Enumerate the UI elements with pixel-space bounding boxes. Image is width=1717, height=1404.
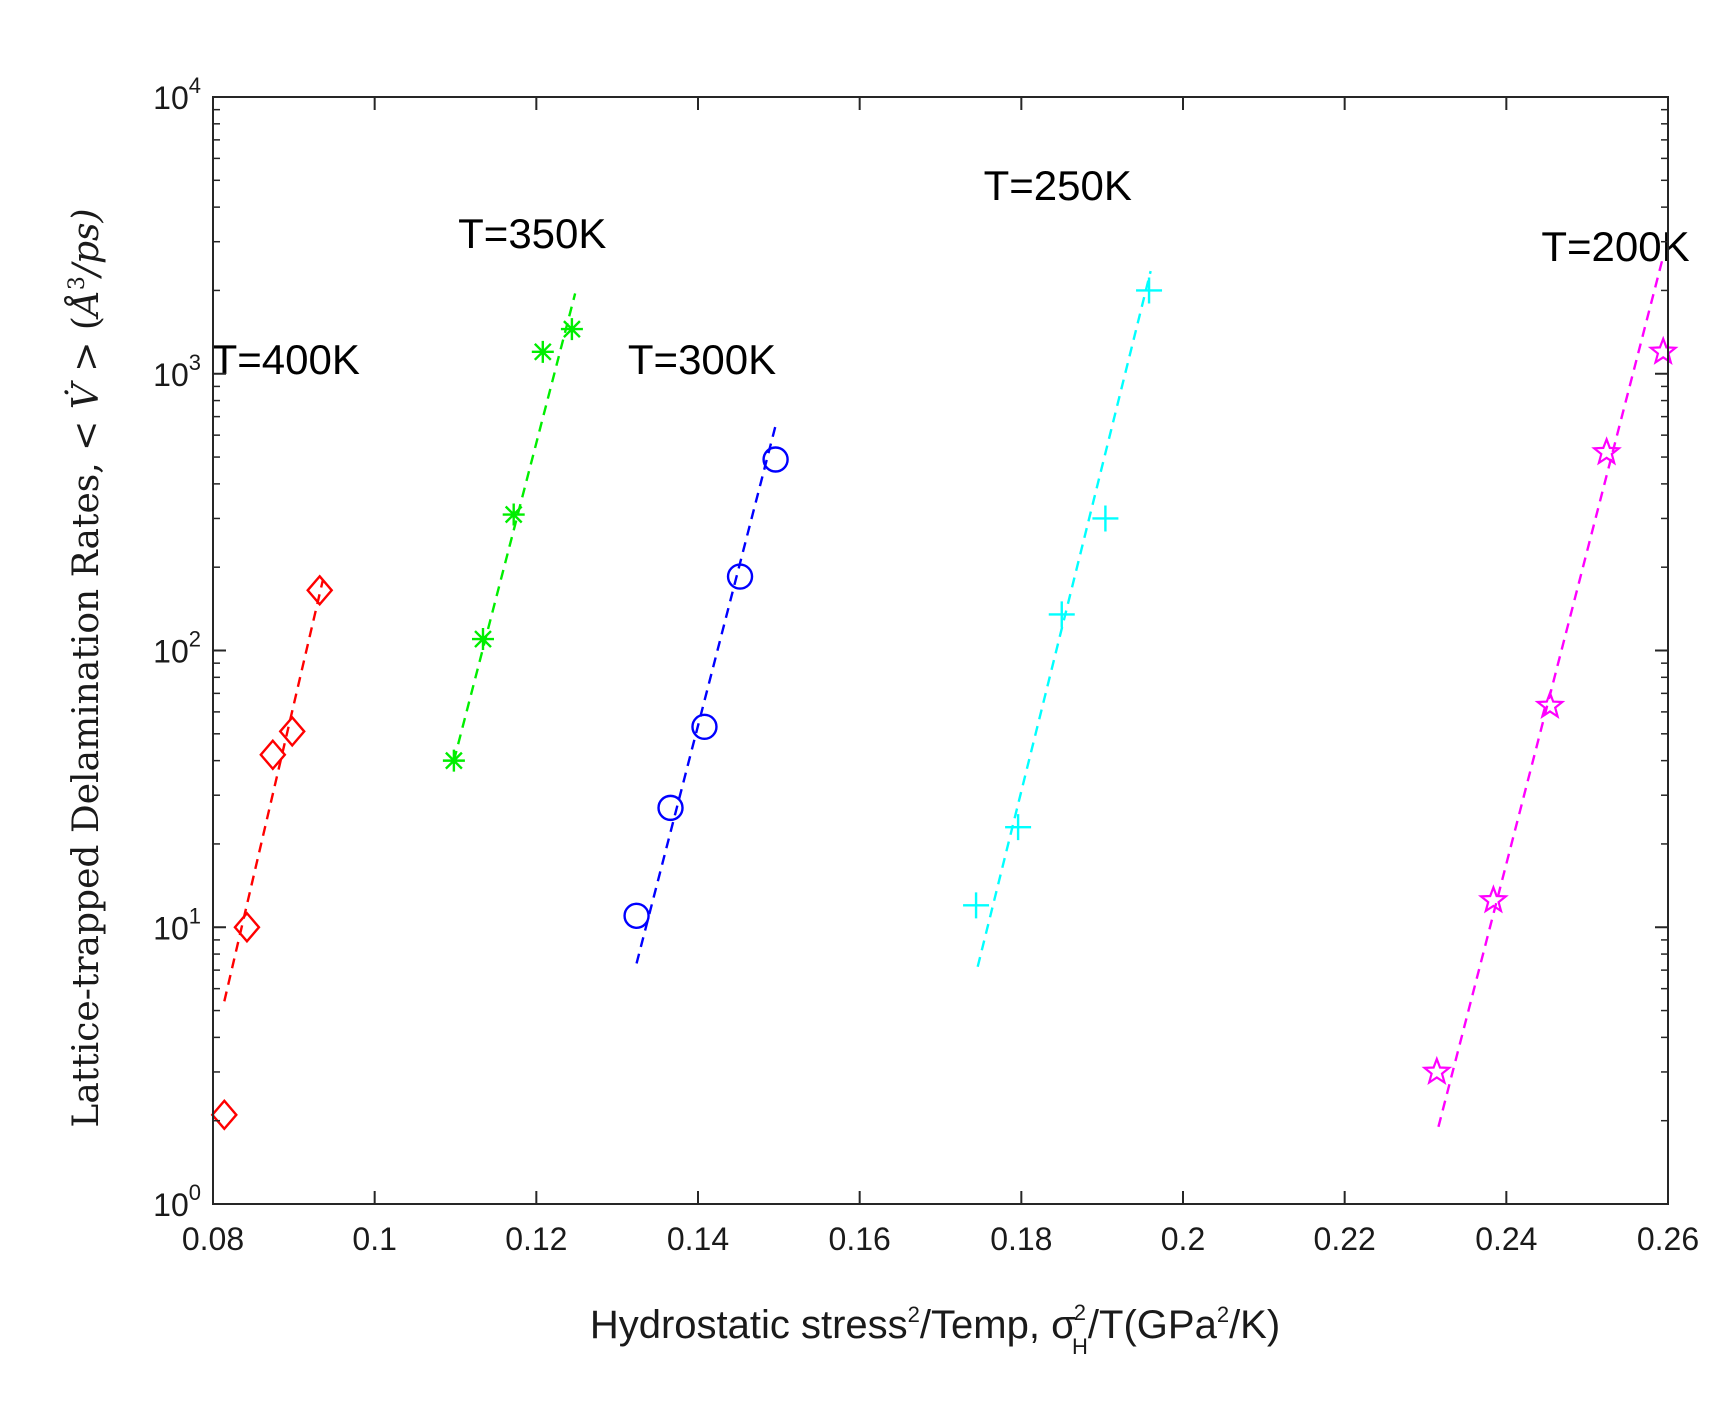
data-point [623,902,650,929]
annotation-t-350k: T=350K [458,210,606,257]
plot-area: T=400K T=350K T=300K T=250K T=200K [210,162,1690,1131]
data-point [502,503,525,526]
data-point [1478,884,1509,914]
data-point [259,738,287,771]
data-point [1092,505,1119,532]
data-point [1005,814,1032,841]
fit-line [223,579,325,1002]
y-tick-label: 102 [153,627,201,670]
data-point [471,628,494,651]
annotation-t-250k: T=250K [984,162,1132,209]
data-point [1048,601,1075,628]
x-tick-label: 0.24 [1475,1221,1537,1257]
x-axis-label: Hydrostatic stress2/Temp, σ2 H/T(GPa2/K) [590,1300,1280,1359]
data-point [442,749,465,772]
fit-line [452,293,577,761]
annotation-t-200k: T=200K [1541,223,1689,270]
data-point [1534,689,1566,720]
series-t-200k [1421,256,1679,1128]
y-tick-label: 100 [153,1180,201,1223]
axes-ticks: 0.08 0.1 0.12 0.14 0.16 0.18 0.2 0.22 0.24 0.26 10… [153,73,1699,1257]
x-tick-label: 0.12 [505,1221,567,1257]
data-point [560,318,583,341]
data-point [1421,1055,1453,1086]
x-tick-label: 0.22 [1314,1221,1376,1257]
y-tick-label: 101 [153,903,201,946]
data-point [657,794,684,822]
data-point [210,1098,238,1131]
x-tick-label: 0.2 [1161,1221,1205,1257]
data-point [762,446,789,473]
series-t-400k [210,574,334,1131]
x-tick-label: 0.14 [667,1221,729,1257]
x-tick-label: 0.1 [352,1221,396,1257]
y-tick-label: 104 [153,73,201,116]
data-point [233,911,261,944]
data-point [1591,436,1622,466]
data-point [306,574,334,607]
series-t-250k [963,270,1163,968]
x-tick-label: 0.26 [1637,1221,1699,1257]
y-axis-label: Lattice-trapped Delamination Rates, < V̇… [65,208,107,1127]
fit-line [976,270,1152,968]
data-point [1136,277,1163,304]
data-point [531,340,554,363]
x-tick-label: 0.18 [990,1221,1052,1257]
data-point [1647,335,1679,365]
data-point [278,715,306,748]
annotation-t-300k: T=300K [628,336,776,383]
data-point [691,713,718,741]
fit-line [635,425,777,964]
y-tick-label: 103 [153,350,201,393]
series-t-300k [623,425,789,964]
x-tick-label: 0.16 [829,1221,891,1257]
data-point [963,892,990,919]
fit-line [1437,256,1665,1128]
series-t-350k [442,293,583,772]
data-point [726,563,754,590]
x-tick-label: 0.08 [182,1221,244,1257]
annotation-t-400k: T=400K [212,336,360,383]
